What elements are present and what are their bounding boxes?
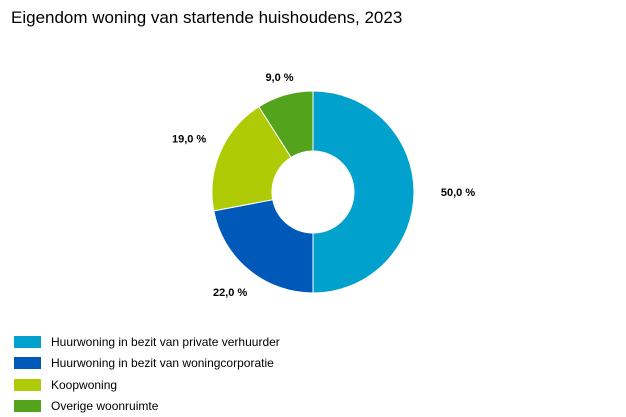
legend-swatch-4: [14, 400, 41, 413]
data-label-2: 22,0 %: [213, 287, 247, 299]
legend-swatch-2: [14, 357, 41, 370]
legend-swatch-1: [14, 335, 41, 348]
legend-swatch-3: [14, 378, 41, 391]
slices-group: [211, 90, 415, 294]
legend-item-1: Huurwoning in bezit van private verhuurd…: [14, 331, 280, 353]
slice-3: [211, 106, 292, 212]
legend-label-3: Koopwoning: [51, 377, 118, 392]
legend-item-2: Huurwoning in bezit van woningcorporatie: [14, 353, 280, 375]
chart-title: Eigendom woning van startende huishouden…: [11, 8, 403, 27]
legend-label-2: Huurwoning in bezit van woningcorporatie: [51, 356, 274, 371]
legend-item-4: Overige woonruimte: [14, 396, 280, 417]
legend-item-3: Koopwoning: [14, 374, 280, 396]
slice-4: [258, 90, 314, 159]
data-label-4: 9,0 %: [265, 72, 293, 84]
data-label-1: 50,0 %: [441, 187, 475, 199]
data-label-3: 19,0 %: [172, 133, 206, 145]
labels-group: 50,0 % 22,0 % 19,0 % 9,0 %: [172, 72, 475, 299]
slice-1: [312, 90, 415, 294]
legend-label-1: Huurwoning in bezit van private verhuurd…: [51, 334, 280, 349]
legend-label-4: Overige woonruimte: [51, 399, 159, 414]
slice-2: [213, 199, 314, 294]
legend: Huurwoning in bezit van private verhuurd…: [14, 331, 280, 417]
